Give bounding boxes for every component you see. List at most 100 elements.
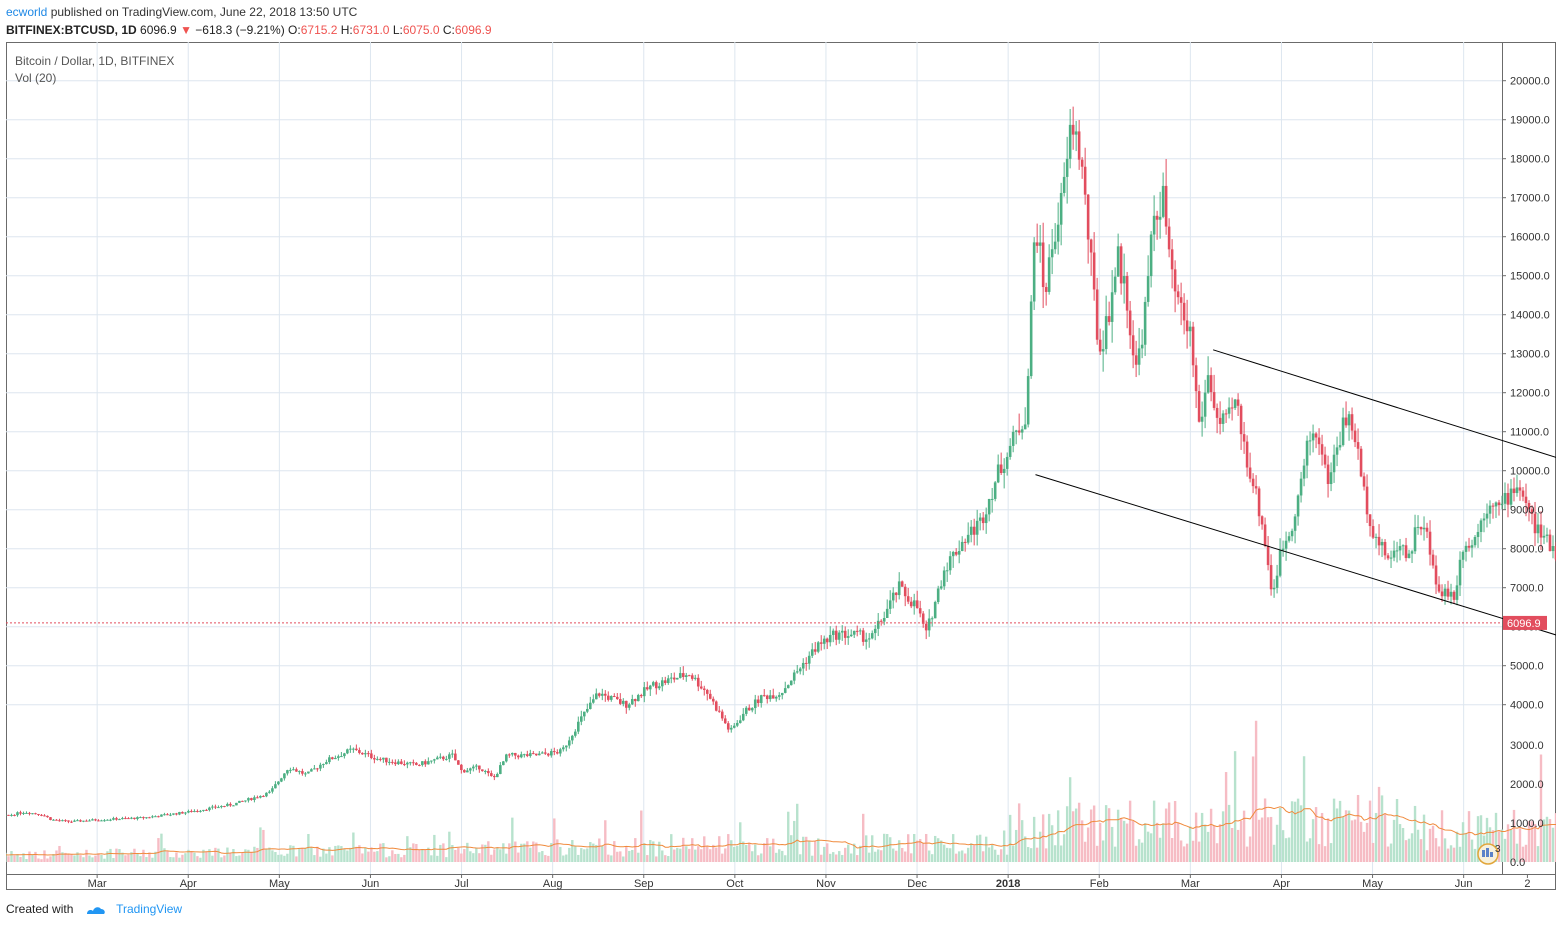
candle-body	[85, 820, 88, 822]
candle-body	[1125, 276, 1129, 311]
volume-bar	[1164, 808, 1168, 862]
candle-body	[292, 769, 295, 771]
volume-bar	[460, 853, 463, 862]
candle-body	[690, 675, 694, 679]
candle-body	[358, 750, 361, 753]
open-label: O:	[288, 23, 301, 37]
volume-bar	[22, 853, 25, 862]
candle-body	[855, 630, 859, 632]
price-tick-label: 20000.0	[1510, 76, 1550, 88]
author-link[interactable]: ecworld	[6, 5, 48, 19]
candle-body	[271, 788, 274, 792]
candle-body	[91, 819, 94, 821]
candle-body	[1311, 433, 1315, 441]
volume-bar	[394, 854, 397, 862]
volume-bar	[280, 854, 283, 862]
candle-body	[1314, 433, 1318, 438]
candle-body	[966, 534, 970, 543]
candle-body	[759, 695, 763, 704]
candle-body	[972, 526, 976, 535]
volume-bar	[1350, 820, 1354, 862]
candle-body	[523, 754, 526, 756]
volume-bar	[1143, 823, 1147, 862]
volume-bar	[295, 856, 298, 862]
chart-settings-icon[interactable]	[1477, 843, 1499, 865]
candle-body	[1029, 301, 1033, 377]
volume-bar	[616, 851, 619, 862]
candle-body	[13, 814, 16, 816]
price-tick-label: 7000.0	[1510, 583, 1544, 595]
volume-bar	[232, 849, 235, 862]
volume-bar	[1518, 828, 1522, 862]
candle-body	[1059, 192, 1063, 225]
candle-body	[496, 773, 499, 778]
volume-bar	[568, 847, 571, 862]
candle-body	[681, 673, 685, 677]
volume-bar	[658, 841, 661, 862]
candle-body	[250, 798, 253, 801]
candle-body	[1179, 297, 1183, 303]
candle-body	[1014, 430, 1018, 432]
volume-bar	[1107, 808, 1111, 862]
candle-body	[1047, 257, 1051, 292]
candle-body	[894, 592, 898, 596]
candle-body	[1080, 159, 1084, 167]
candle-body	[1140, 344, 1144, 349]
candle-body	[963, 541, 967, 543]
volume-bar	[661, 850, 664, 862]
candle-body	[849, 634, 853, 637]
volume-bar	[883, 833, 886, 862]
candle-body	[241, 800, 244, 802]
volume-bar	[208, 849, 211, 862]
volume-bar	[505, 853, 508, 862]
volume-bar	[727, 834, 730, 862]
volume-bar	[19, 856, 22, 862]
price-axis[interactable]: 20000.0 19000.0 18000.0 17000.0 16000.0 15000…	[1502, 76, 1550, 712]
volume-bar	[694, 849, 697, 862]
candle-body	[400, 761, 403, 764]
price-tick-label: 13000.0	[1510, 349, 1550, 361]
price-chart[interactable]: 20000.0 19000.0 18000.0 17000.0 16000.0 15000…	[6, 42, 1556, 890]
candle-body	[795, 671, 799, 673]
candle-body	[1053, 241, 1057, 250]
volume-bar	[643, 843, 646, 862]
volume-bar	[945, 847, 949, 862]
volume-bar	[382, 843, 385, 862]
volume-bar	[999, 849, 1003, 862]
volume-bar	[1260, 817, 1264, 862]
candle-body	[1041, 242, 1045, 288]
candle-body	[565, 745, 568, 748]
candle-body	[1530, 509, 1534, 514]
candle-body	[780, 692, 784, 696]
candle-body	[1404, 545, 1408, 559]
candle-body	[822, 638, 826, 644]
volume-bar	[226, 847, 229, 862]
trendlines	[1035, 349, 1556, 636]
volume-bar	[898, 840, 901, 862]
candle-body	[58, 820, 61, 822]
volume-bar	[1551, 827, 1555, 862]
candle-body	[73, 820, 76, 822]
time-axis[interactable]: Mar Apr May Jun Jul Aug Sep Oct Nov Dec 2018 Feb Mar…	[88, 874, 1531, 890]
candle-body	[852, 630, 856, 635]
volume-bar	[745, 844, 748, 862]
volume-bar	[118, 849, 121, 862]
candle-body	[813, 649, 817, 652]
volume-bar	[1404, 840, 1408, 862]
candle-body	[969, 526, 973, 535]
tradingview-link[interactable]: TradingView	[116, 902, 183, 916]
candle-body	[493, 775, 496, 778]
candle-body	[1344, 417, 1348, 426]
candle-body	[1044, 287, 1048, 292]
candle-body	[208, 807, 211, 811]
candle-body	[909, 601, 913, 607]
ticker-bar: BITFINEX:BTCUSD, 1D 6096.9 ▼ −618.3 (−9.…	[6, 23, 492, 37]
volume-bar	[610, 855, 613, 862]
candle-body	[484, 770, 487, 772]
candle-body	[490, 773, 493, 776]
candle-body	[1476, 531, 1480, 538]
volume-bar	[1347, 810, 1351, 862]
volume-bar	[1056, 810, 1060, 862]
volume-bar	[1386, 846, 1390, 862]
candle-body	[678, 673, 682, 678]
